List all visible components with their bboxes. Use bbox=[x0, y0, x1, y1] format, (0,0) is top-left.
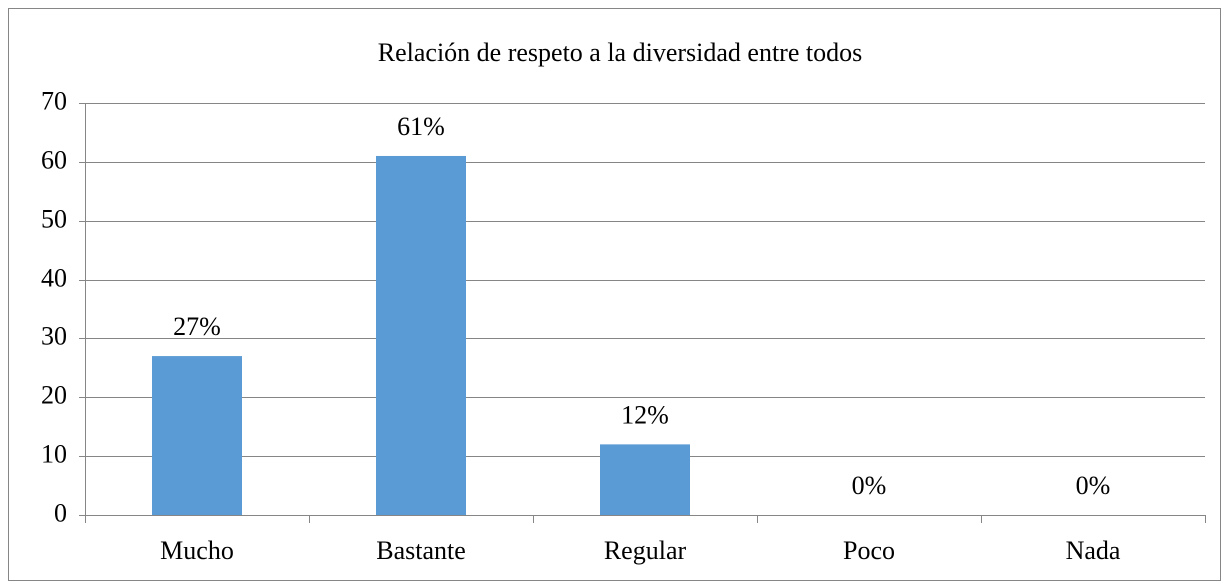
y-tick-label: 40 bbox=[41, 263, 67, 292]
y-tick-label: 30 bbox=[41, 321, 67, 350]
bar bbox=[600, 444, 690, 515]
chart-title: Relación de respeto a la diversidad entr… bbox=[378, 38, 862, 67]
x-tick-label: Poco bbox=[843, 536, 895, 565]
x-tick-label: Nada bbox=[1066, 536, 1121, 565]
value-label: 27% bbox=[173, 312, 221, 341]
y-tick-label: 50 bbox=[41, 204, 67, 233]
value-label: 12% bbox=[621, 400, 669, 429]
y-tick-label: 10 bbox=[41, 439, 67, 468]
value-label: 0% bbox=[852, 471, 887, 500]
value-label: 61% bbox=[397, 112, 445, 141]
x-tick-label: Regular bbox=[604, 536, 687, 565]
bar bbox=[152, 356, 242, 515]
y-tick-label: 60 bbox=[41, 145, 67, 174]
x-tick-label: Bastante bbox=[376, 536, 466, 565]
value-label: 0% bbox=[1076, 471, 1111, 500]
y-tick-label: 20 bbox=[41, 380, 67, 409]
y-tick-label: 0 bbox=[54, 498, 67, 527]
x-tick-label: Mucho bbox=[160, 536, 234, 565]
bar bbox=[376, 155, 466, 515]
y-tick-label: 70 bbox=[41, 86, 67, 115]
